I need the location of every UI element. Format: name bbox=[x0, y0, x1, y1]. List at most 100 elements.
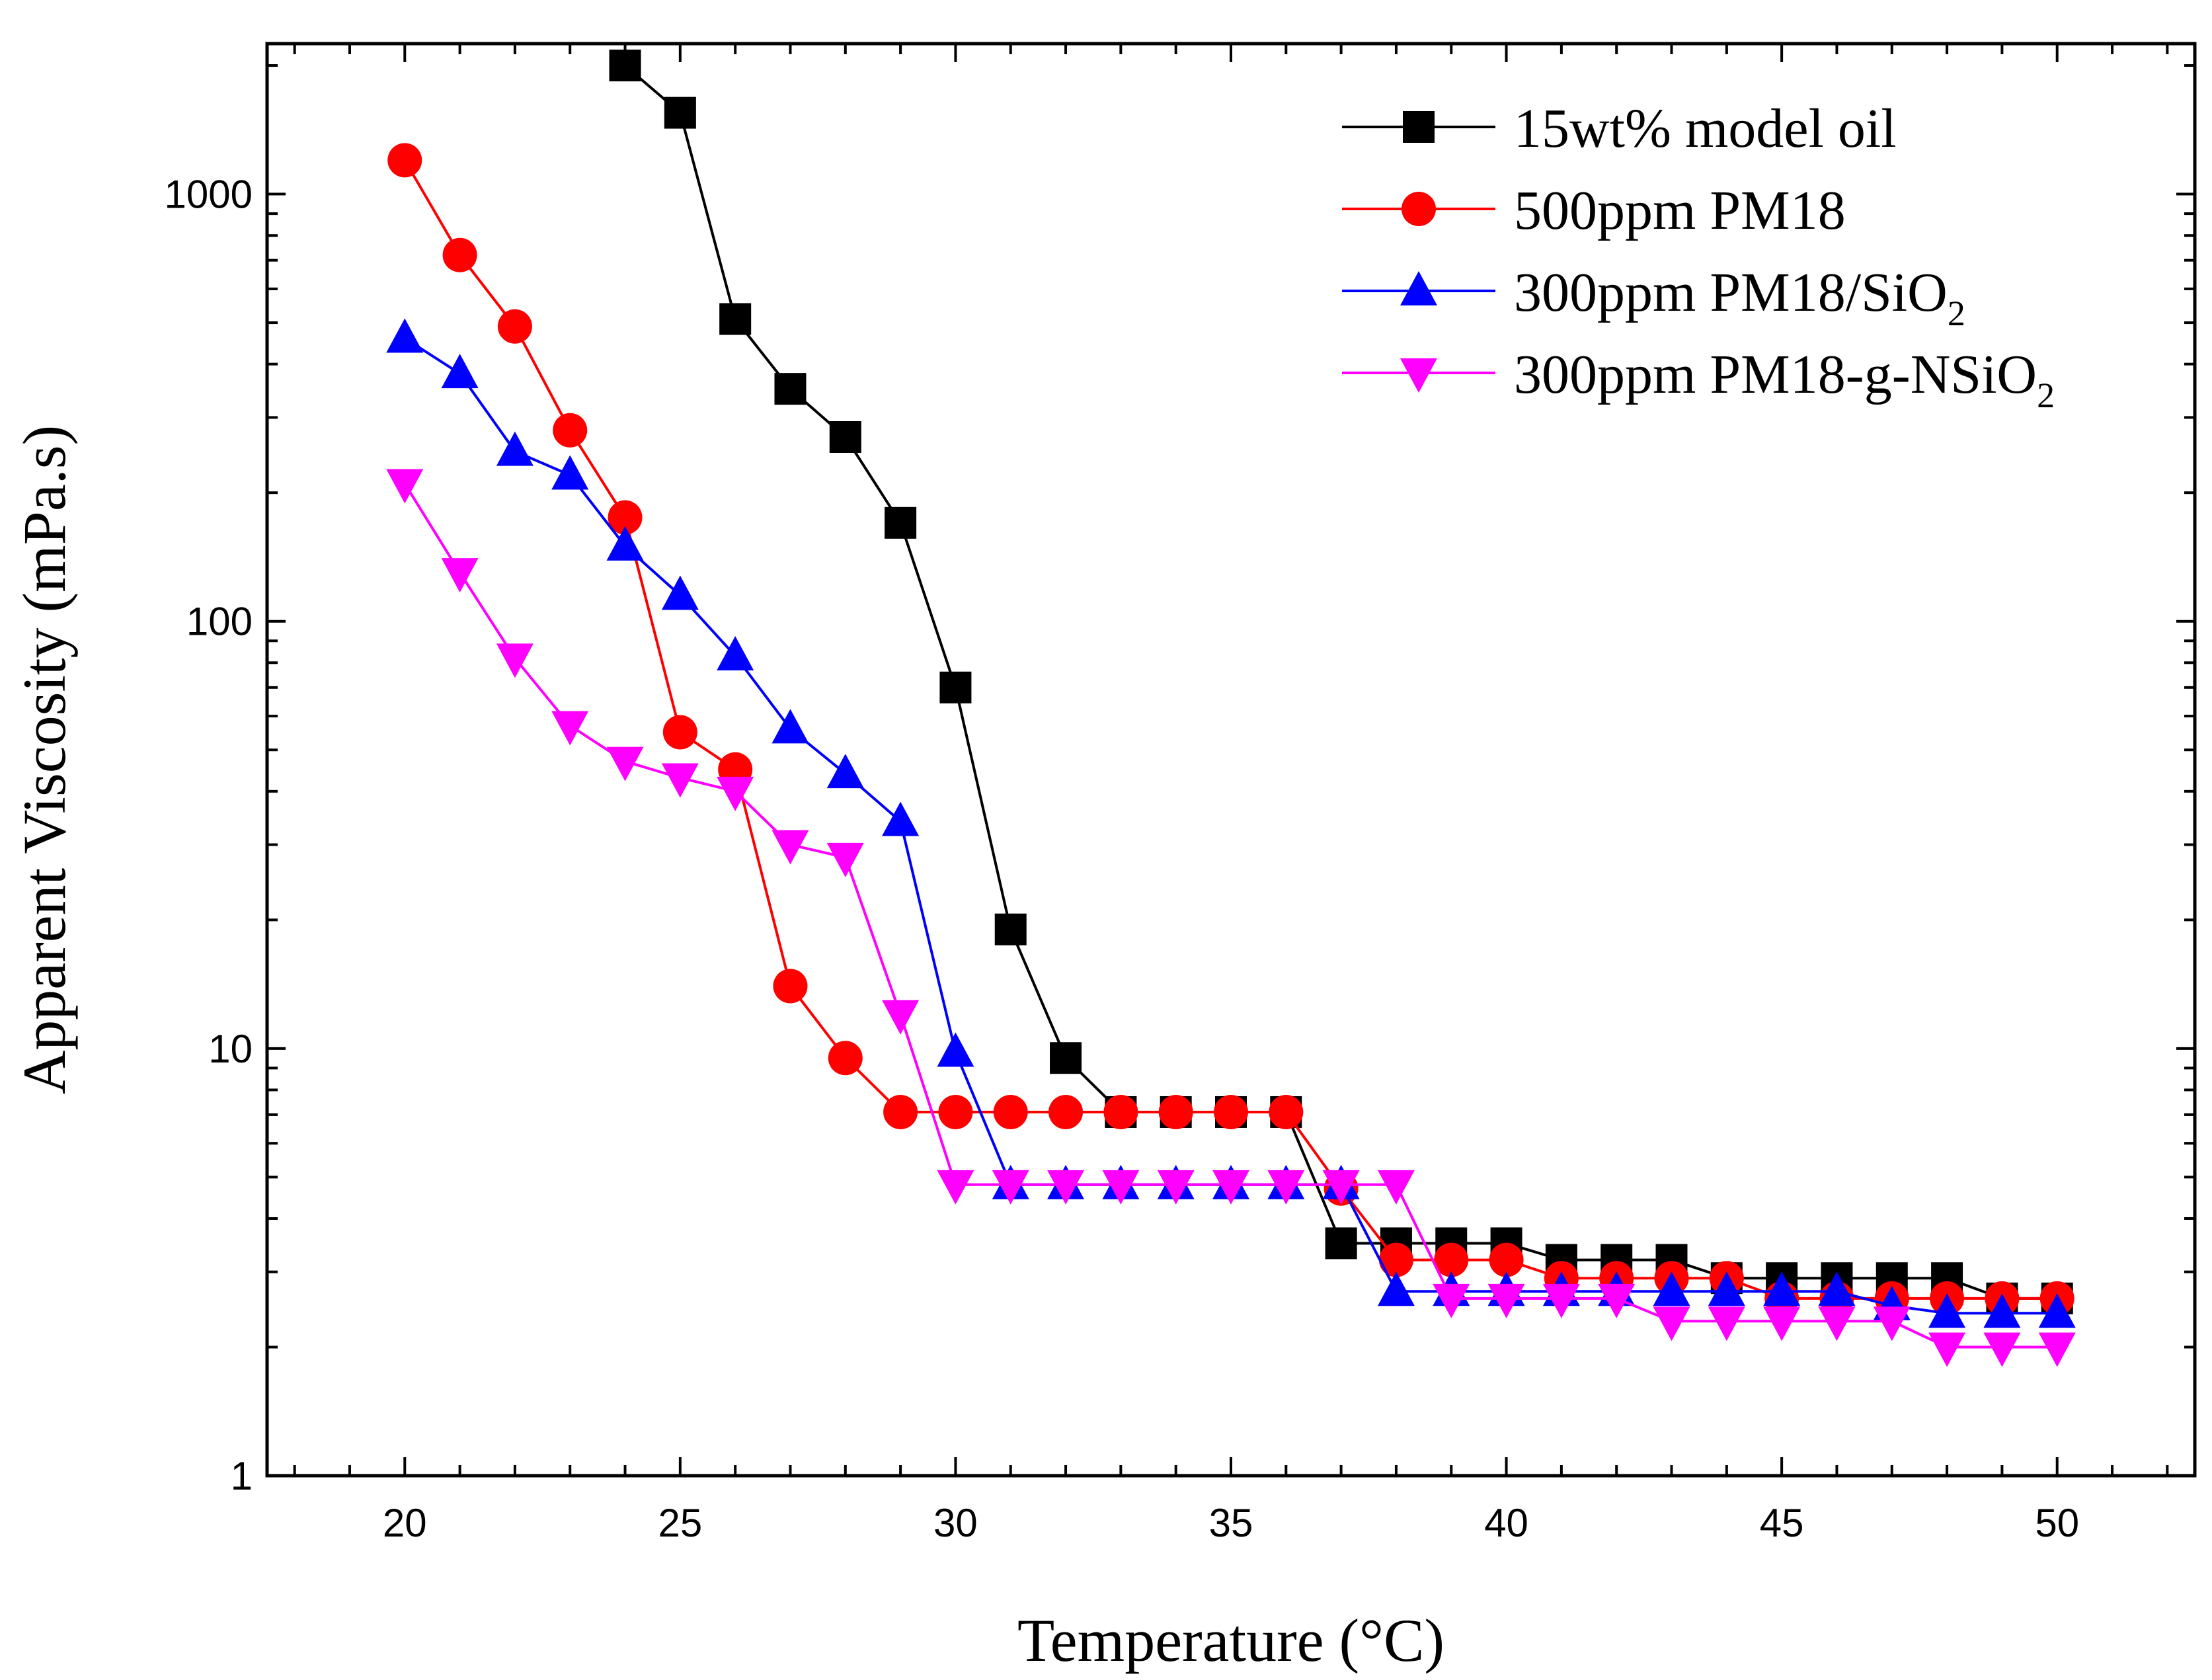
legend-marker bbox=[1403, 111, 1435, 143]
data-point bbox=[441, 354, 479, 389]
data-point bbox=[1377, 1271, 1415, 1306]
data-point bbox=[442, 237, 477, 272]
data-point bbox=[1047, 1170, 1085, 1205]
data-point bbox=[994, 913, 1027, 945]
data-point bbox=[1653, 1271, 1690, 1306]
legend-entry: 300ppm PM18/SiO2 bbox=[1342, 262, 1965, 333]
data-point bbox=[608, 500, 643, 535]
data-point bbox=[1103, 1094, 1138, 1129]
y-tick-label: 1000 bbox=[165, 173, 253, 217]
data-point bbox=[1928, 1293, 1966, 1328]
data-point bbox=[386, 469, 424, 504]
x-tick-label: 30 bbox=[933, 1501, 978, 1545]
legend-marker bbox=[1400, 358, 1437, 393]
series-1 bbox=[609, 50, 2073, 1314]
data-point bbox=[441, 558, 479, 593]
data-point bbox=[1818, 1271, 1856, 1306]
legend-label-text: 300ppm PM18-g-NSiO bbox=[1514, 344, 2037, 405]
data-point bbox=[773, 969, 808, 1004]
legend-label-text: 500ppm PM18 bbox=[1514, 180, 1846, 241]
data-point bbox=[1818, 1306, 1856, 1341]
data-point bbox=[883, 1094, 918, 1129]
data-point bbox=[1708, 1306, 1745, 1341]
data-point bbox=[1325, 1227, 1357, 1260]
data-point bbox=[937, 1032, 974, 1067]
x-tick-label: 20 bbox=[383, 1501, 427, 1545]
x-tick-label: 50 bbox=[2035, 1501, 2079, 1545]
y-tick-label: 100 bbox=[186, 600, 253, 644]
data-point bbox=[1708, 1271, 1745, 1306]
data-point bbox=[882, 1000, 920, 1035]
data-point bbox=[717, 776, 754, 811]
data-point bbox=[1157, 1170, 1195, 1205]
series-4 bbox=[386, 469, 2076, 1367]
data-point bbox=[606, 526, 644, 561]
plot-frame bbox=[265, 42, 2197, 1478]
series-line bbox=[403, 483, 2057, 1349]
data-point bbox=[496, 643, 533, 678]
data-point bbox=[1928, 1332, 1966, 1367]
data-point bbox=[829, 420, 861, 453]
legend-marker bbox=[1402, 192, 1436, 226]
data-point bbox=[719, 303, 752, 335]
data-point bbox=[1102, 1170, 1140, 1205]
data-point bbox=[1489, 1242, 1524, 1277]
x-tick-label: 35 bbox=[1209, 1501, 1253, 1545]
data-point bbox=[2038, 1293, 2076, 1328]
data-point bbox=[1433, 1283, 1470, 1318]
x-tick-label: 25 bbox=[658, 1501, 702, 1545]
data-point bbox=[828, 1041, 863, 1076]
series-line bbox=[624, 64, 2057, 1300]
y-tick-label: 10 bbox=[208, 1027, 253, 1071]
y-tick-label: 1 bbox=[231, 1454, 253, 1498]
x-axis-title: Temperature (°C) bbox=[1017, 1607, 1444, 1674]
data-point bbox=[1048, 1094, 1084, 1129]
legend-label-subscript: 2 bbox=[1948, 294, 1965, 333]
data-point bbox=[553, 413, 588, 448]
data-point bbox=[717, 635, 754, 670]
data-point bbox=[387, 143, 422, 178]
legend-label-subscript: 2 bbox=[2037, 376, 2055, 415]
data-point bbox=[937, 1170, 974, 1205]
data-point bbox=[606, 746, 644, 781]
data-point bbox=[774, 373, 807, 405]
data-point bbox=[992, 1170, 1029, 1205]
data-point bbox=[661, 575, 699, 610]
legend-label: 500ppm PM18 bbox=[1514, 180, 1846, 241]
data-point bbox=[1050, 1042, 1082, 1074]
legend-entry: 300ppm PM18-g-NSiO2 bbox=[1342, 344, 2055, 415]
data-point bbox=[939, 671, 972, 703]
data-point bbox=[664, 97, 696, 129]
legend-marker bbox=[1400, 271, 1437, 305]
data-point bbox=[1158, 1094, 1193, 1129]
data-point bbox=[1214, 1094, 1248, 1129]
data-point bbox=[1983, 1293, 2021, 1328]
data-point bbox=[882, 801, 920, 836]
data-point bbox=[1377, 1170, 1415, 1205]
legend: 15wt% model oil 500ppm PM18 300ppm PM18/Si… bbox=[1342, 98, 2055, 415]
data-point bbox=[885, 506, 917, 539]
legend-label: 300ppm PM18/SiO2 bbox=[1514, 262, 1965, 333]
data-point bbox=[1598, 1283, 1636, 1318]
legend-entry: 500ppm PM18 bbox=[1342, 180, 1846, 241]
data-point bbox=[1763, 1271, 1801, 1306]
legend-label: 15wt% model oil bbox=[1514, 98, 1897, 159]
x-tick-label: 45 bbox=[1760, 1501, 1804, 1545]
legend-label-text: 15wt% model oil bbox=[1514, 98, 1897, 159]
data-point bbox=[993, 1094, 1028, 1129]
data-point bbox=[1378, 1242, 1413, 1277]
data-point bbox=[938, 1094, 973, 1129]
data-point bbox=[1542, 1283, 1580, 1318]
data-point bbox=[1267, 1170, 1305, 1205]
data-point bbox=[1212, 1170, 1249, 1205]
data-point bbox=[496, 431, 533, 466]
data-point bbox=[386, 318, 424, 353]
y-axis-title: Apparent Viscosity (mPa.s) bbox=[11, 425, 78, 1094]
data-point bbox=[551, 455, 589, 490]
data-point bbox=[826, 754, 864, 789]
data-point bbox=[551, 711, 589, 746]
data-point bbox=[1983, 1332, 2021, 1367]
data-point bbox=[1653, 1306, 1690, 1341]
data-point bbox=[1763, 1306, 1801, 1341]
